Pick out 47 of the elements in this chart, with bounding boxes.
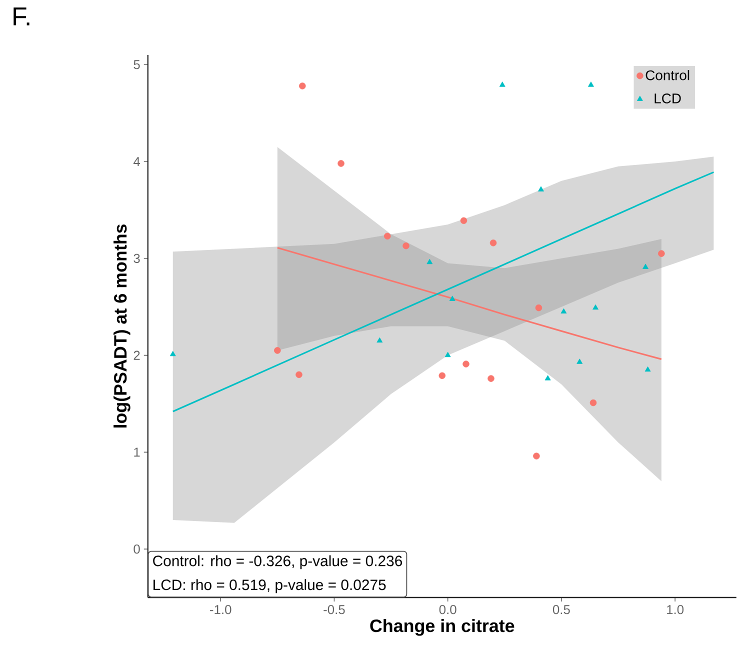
x-tick-label: -1.0 [210, 604, 232, 614]
point [544, 374, 551, 380]
x-axis-title: Change in citrate [370, 618, 514, 636]
point [444, 352, 451, 357]
point [274, 346, 281, 354]
x-tick-label: -0.5 [324, 604, 345, 614]
point [576, 358, 583, 364]
y-tick-label: 3 [134, 254, 140, 263]
point [384, 232, 391, 240]
x-tick-label: 0.0 [439, 604, 456, 614]
annotation: LCD: rho = 0.519, p-value = 0.0275 [154, 578, 386, 593]
point [338, 160, 344, 167]
y-tick-label: 0 [134, 544, 140, 554]
y-axis-title: log(PSADT) at 6 months [114, 224, 130, 428]
point [590, 399, 597, 406]
x-tick-label: 1.0 [667, 604, 684, 614]
point [533, 452, 540, 460]
point [642, 264, 648, 269]
y-tick-label: 1 [134, 448, 140, 456]
point [499, 81, 506, 87]
legend-label: LCD [654, 93, 681, 104]
y-tick-label: 5 [134, 60, 140, 69]
point [376, 337, 383, 342]
point [560, 308, 567, 314]
y-tick-label: 2 [134, 350, 140, 360]
point [296, 371, 302, 378]
point [460, 217, 468, 224]
point [449, 295, 456, 301]
point [402, 242, 410, 249]
point [488, 374, 494, 382]
point [538, 186, 544, 192]
point [592, 304, 598, 310]
point [170, 350, 176, 356]
point [490, 239, 497, 246]
annotation: Control: rho = -0.326, p-value = 0.236 [153, 555, 402, 569]
chart-title: F. [14, 7, 30, 26]
y-tick-label: 4 [133, 156, 140, 166]
x-tick-label: 0.5 [552, 604, 570, 614]
point [426, 258, 433, 264]
point [462, 360, 470, 368]
point [438, 372, 446, 379]
legend-label: Control [646, 70, 690, 80]
point [299, 82, 306, 90]
point [644, 366, 651, 372]
point [658, 250, 665, 257]
point [535, 304, 542, 311]
point [588, 81, 594, 87]
